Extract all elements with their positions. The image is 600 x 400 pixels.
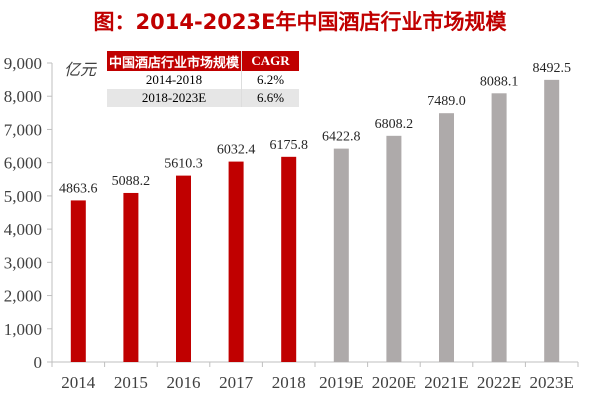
x-tick-label: 2022E [477, 373, 521, 392]
table-row: 2018-2023E 6.6% [107, 89, 299, 107]
bar-2018 [281, 156, 297, 362]
data-label: 6175.8 [269, 138, 308, 153]
header-market-size: 中国酒店行业市场规模 [107, 51, 242, 71]
bar-2020E [386, 135, 402, 362]
bar-2019E [333, 148, 349, 362]
y-tick-label: 3,000 [4, 253, 42, 272]
data-label: 8492.5 [532, 61, 571, 76]
bar-2017 [228, 161, 244, 362]
y-tick-label: 6,000 [4, 154, 42, 173]
bar-2016 [176, 175, 191, 362]
y-tick-label: 4,000 [4, 220, 42, 239]
x-tick-label: 2023E [530, 373, 574, 392]
table-row: 2014-2018 6.2% [107, 71, 299, 89]
bar-2022E [491, 93, 507, 362]
bar-2014 [70, 200, 86, 362]
cagr-table-header: 中国酒店行业市场规模 CAGR [107, 51, 299, 71]
x-tick-label: 2017 [219, 373, 254, 392]
x-tick-label: 2020E [372, 373, 416, 392]
x-tick-label: 2014 [61, 373, 96, 392]
x-tick-label: 2018 [272, 373, 306, 392]
data-label: 6422.8 [322, 130, 361, 145]
data-label: 5610.3 [164, 157, 203, 172]
period-cell: 2018-2023E [107, 89, 242, 107]
data-label: 5088.2 [112, 174, 151, 189]
y-tick-label: 5,000 [4, 187, 42, 206]
data-label: 6032.4 [217, 143, 256, 158]
bar-2021E [439, 113, 454, 362]
cagr-table: 中国酒店行业市场规模 CAGR 2014-2018 6.2% 2018-2023… [107, 51, 299, 107]
cagr-cell: 6.6% [241, 89, 299, 107]
header-cagr: CAGR [241, 51, 299, 71]
y-tick-label: 9,000 [4, 54, 42, 73]
y-tick-label: 8,000 [4, 87, 42, 106]
x-tick-label: 2019E [319, 373, 363, 392]
period-cell: 2014-2018 [107, 71, 242, 89]
x-tick-label: 2015 [114, 373, 148, 392]
data-label: 7489.0 [427, 94, 466, 109]
y-tick-label: 7,000 [4, 120, 42, 139]
cagr-cell: 6.2% [256, 72, 285, 87]
bar-2015 [123, 192, 139, 362]
data-label: 6808.2 [375, 117, 414, 132]
x-tick-label: 2016 [167, 373, 201, 392]
data-label: 8088.1 [480, 74, 519, 89]
y-tick-label: 2,000 [4, 287, 42, 306]
y-tick-label: 1,000 [4, 320, 42, 339]
unit-label: 亿元 [64, 60, 98, 79]
y-tick-label: 0 [34, 353, 43, 372]
bar-2023E [544, 79, 560, 362]
chart-title: 图：2014-2023E年中国酒店行业市场规模 [93, 10, 507, 34]
data-label: 4863.6 [59, 181, 98, 196]
x-tick-label: 2021E [424, 373, 468, 392]
